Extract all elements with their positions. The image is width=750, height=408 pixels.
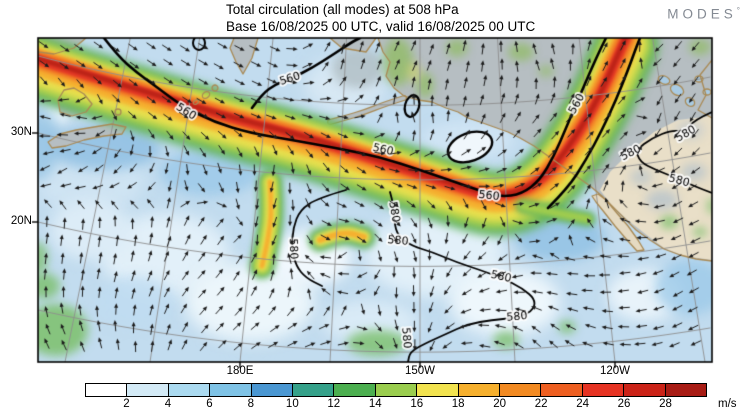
colorbar-tick-8: 8 [247,398,255,408]
colorbar-unit: m/s [718,398,737,408]
modes-logo-text: MODES [667,6,737,22]
colorbar-cell-1 [127,384,169,396]
colorbar-tick-2: 2 [123,398,130,408]
colorbar-tick-4: 4 [164,398,172,408]
colorbar-cell-7 [375,384,418,396]
colorbar-tick-26: 26 [617,398,631,408]
colorbar-tick-18: 18 [451,398,465,408]
chart-title: Total circulation (all modes) at 508 hPa [226,2,459,17]
colorbar-cell-2 [168,384,211,396]
colorbar-cell-8 [417,384,459,396]
colorbar-tick-20: 20 [493,398,507,408]
colorbar-tick-22: 22 [534,398,548,408]
lat-label-30N: 30N [10,126,32,138]
colorbar-cell-9 [458,384,501,396]
colorbar-tick-10: 10 [285,398,299,408]
colorbar-tick-16: 16 [410,398,424,408]
wind-speed-colorbar [85,383,707,397]
lon-label-150W: 150W [404,365,436,377]
colorbar-cell-13 [624,384,666,396]
colorbar-cell-12 [582,384,625,396]
colorbar-tick-14: 14 [368,398,382,408]
chart-subtitle: Base 16/08/2025 00 UTC, valid 16/08/2025… [226,19,536,34]
colorbar-tick-24: 24 [576,398,589,408]
colorbar-cell-4 [251,384,294,396]
colorbar-cell-14 [665,384,707,396]
colorbar-cell-6 [334,384,376,396]
colorbar-tick-6: 6 [206,398,213,408]
colorbar-cell-10 [500,384,542,396]
colorbar-cell-3 [210,384,252,396]
modes-logo: MODES° [667,6,740,22]
lat-label-20N: 20N [10,215,32,227]
colorbar-cell-11 [541,384,583,396]
lon-label-120W: 120W [599,365,631,377]
colorbar-cell-0 [86,384,128,396]
colorbar-cell-5 [293,384,335,396]
colorbar-tick-28: 28 [659,398,672,408]
modes-logo-mark: ° [736,6,740,15]
colorbar-tick-12: 12 [327,398,341,408]
lon-label-180E: 180E [226,365,254,377]
